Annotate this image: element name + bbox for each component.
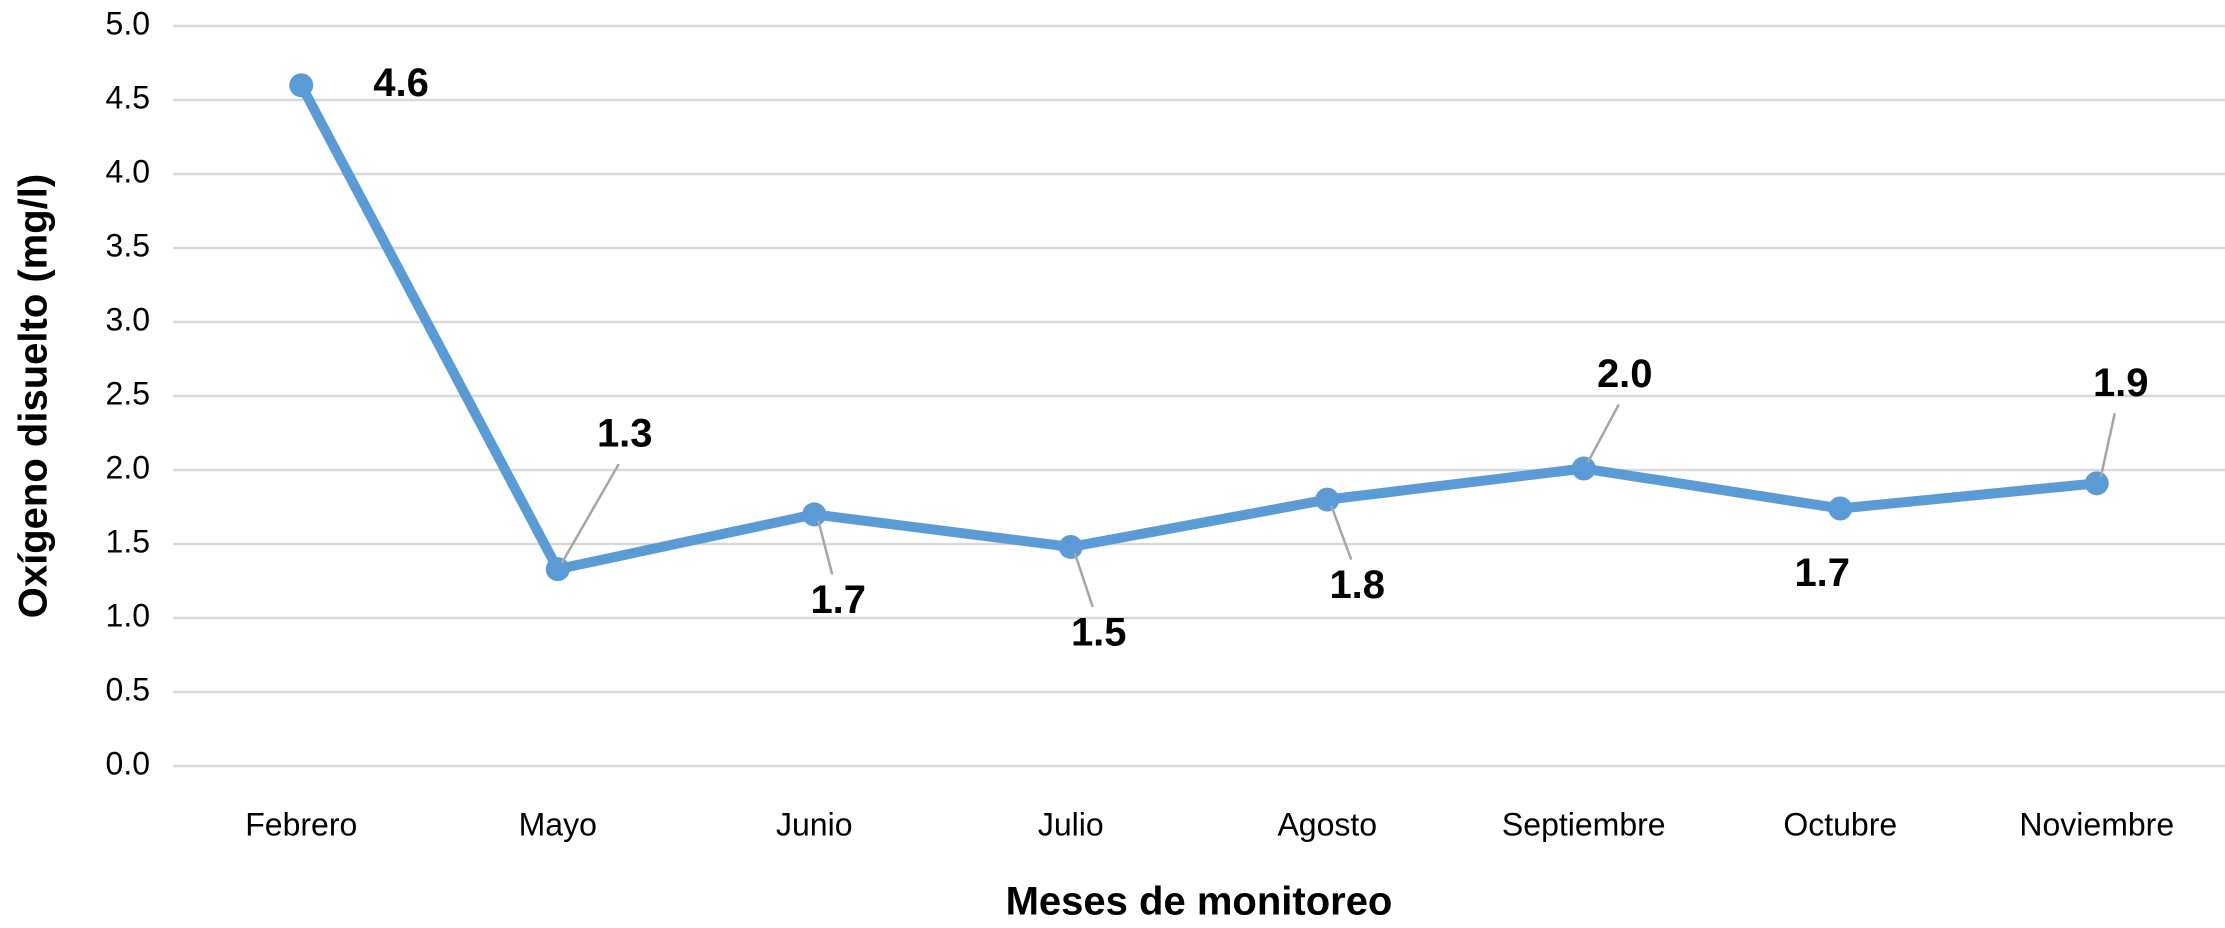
data-point <box>1571 456 1596 481</box>
data-point <box>802 502 827 527</box>
y-tick-label: 0.0 <box>106 745 150 781</box>
data-label: 1.7 <box>810 578 866 622</box>
x-tick-label: Agosto <box>1277 806 1377 842</box>
leader-line <box>1330 505 1353 561</box>
x-tick-label: Mayo <box>519 806 597 842</box>
y-tick-label: 1.0 <box>106 597 150 633</box>
data-label: 1.8 <box>1329 563 1385 607</box>
y-tick-label: 1.5 <box>106 523 150 559</box>
x-axis-title: Meses de monitoreo <box>1006 880 1393 924</box>
x-tick-label: Julio <box>1038 806 1104 842</box>
x-tick-label: Septiembre <box>1502 806 1666 842</box>
leader-line <box>817 520 834 575</box>
leader-line <box>1586 403 1620 464</box>
x-tick-label: Junio <box>776 806 853 842</box>
x-tick-label: Noviembre <box>2019 806 2174 842</box>
y-axis-title: Oxígeno disuelto (mg/l) <box>12 174 56 618</box>
y-tick-label: 3.5 <box>106 227 150 263</box>
y-tick-label: 2.5 <box>106 375 150 411</box>
data-line <box>296 82 2098 575</box>
data-label: 2.0 <box>1597 352 1653 396</box>
data-point <box>1315 487 1340 512</box>
y-tick-label: 3.0 <box>106 301 150 337</box>
y-tick-label: 0.5 <box>106 671 150 707</box>
data-label: 1.9 <box>2093 361 2149 405</box>
data-label: 4.6 <box>373 61 429 105</box>
data-label: 1.7 <box>1794 551 1850 595</box>
x-tick-label: Febrero <box>245 806 357 842</box>
leader-line <box>1073 552 1094 608</box>
x-tick-label: Octubre <box>1783 806 1897 842</box>
leader-line <box>2099 413 2116 478</box>
data-point <box>289 73 314 98</box>
data-label: 1.3 <box>597 412 653 456</box>
data-point <box>545 557 570 582</box>
y-tick-label: 4.0 <box>106 153 150 189</box>
y-tick-label: 2.0 <box>106 449 150 485</box>
data-point <box>1058 534 1083 559</box>
y-tick-label: 5.0 <box>106 5 150 41</box>
data-point <box>2084 471 2109 496</box>
data-point <box>1828 496 1853 521</box>
leader-line <box>560 463 620 564</box>
y-tick-label: 4.5 <box>106 79 150 115</box>
data-label: 1.5 <box>1071 611 1127 655</box>
